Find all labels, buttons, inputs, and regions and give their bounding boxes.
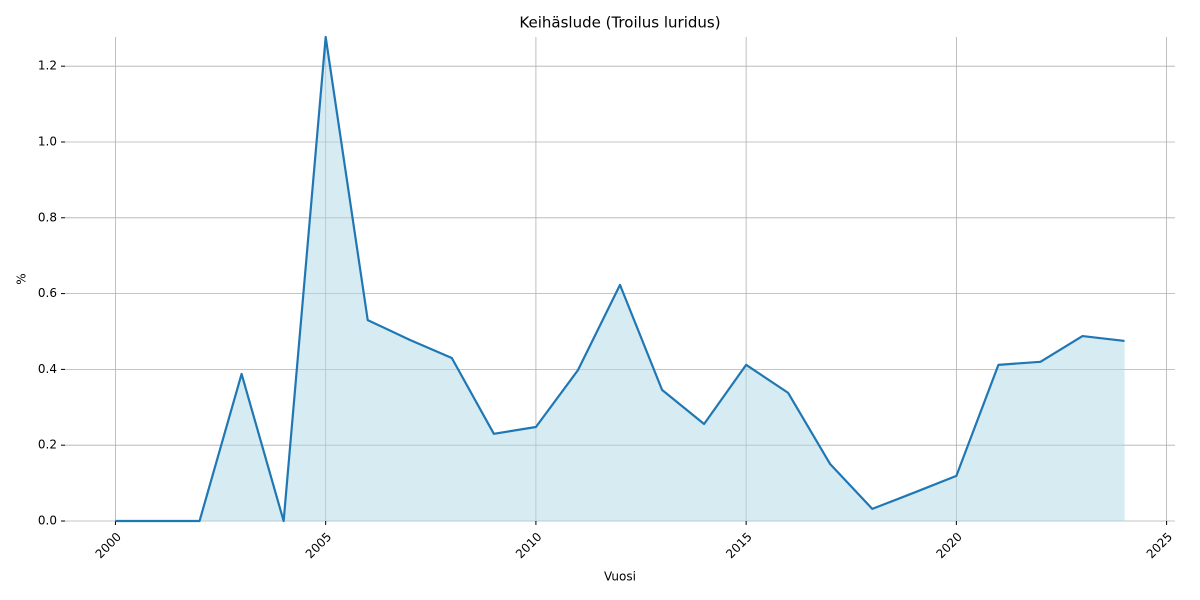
x-tick-label: 2015 xyxy=(723,530,754,561)
y-tick-label: 0.4 xyxy=(38,362,57,376)
area xyxy=(115,37,1125,521)
y-tick-label: 0.2 xyxy=(38,438,57,452)
x-tick-label: 2005 xyxy=(303,530,334,561)
y-tick-label: 1.2 xyxy=(38,59,57,73)
y-tick-label: 0.0 xyxy=(38,514,57,528)
x-tick-label: 2000 xyxy=(93,530,124,561)
y-axis-label: % xyxy=(15,273,29,284)
chart-title: Keihäslude (Troilus luridus) xyxy=(519,14,720,32)
line xyxy=(115,35,1125,523)
y-tick-label: 1.0 xyxy=(38,134,57,148)
x-axis-label: Vuosi xyxy=(604,570,636,584)
x-tick-label: 2020 xyxy=(933,530,964,561)
x-tick-label: 2010 xyxy=(513,530,544,561)
x-tick-label: 2025 xyxy=(1144,530,1175,561)
y-tick-label: 0.8 xyxy=(38,210,57,224)
y-tick-label: 0.6 xyxy=(38,286,57,300)
